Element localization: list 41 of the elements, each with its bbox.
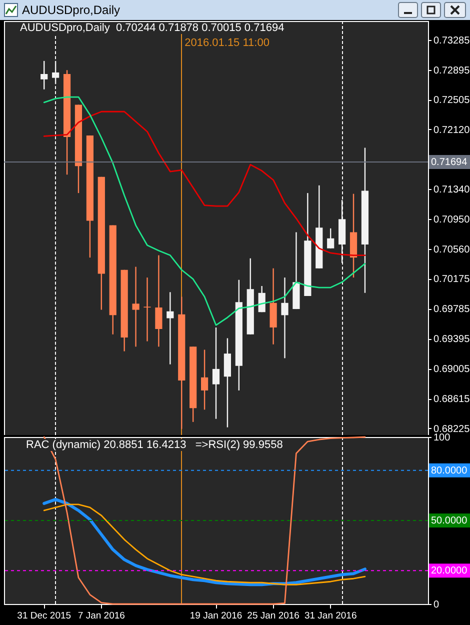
candlestick	[132, 266, 140, 348]
y-tick-label: 0.68615	[434, 394, 470, 406]
y-tick-label: 0.69395	[434, 334, 470, 346]
annotation: 2016.01.15 11:00	[184, 37, 270, 49]
x-tick-label: 31 Dec 2015	[17, 610, 72, 622]
line-series	[43, 96, 366, 326]
chart-title: RAC (dynamic) 20.8851 16.4213 =>RSI(2) 99.9558	[24, 439, 285, 451]
y-tick-label: 0.70175	[434, 274, 470, 286]
ref-line-label: 50.0000	[431, 516, 468, 526]
y-tick-label: 0.72120	[434, 124, 470, 136]
y-tick-label: 0.68225	[434, 424, 470, 435]
x-tick-label: 31 Jan 2016	[304, 610, 357, 622]
x-tick-label: 25 Jan 2016	[247, 610, 300, 622]
x-tick-label: 7 Jan 2016	[78, 610, 125, 622]
x-tick-label: 19 Jan 2016	[190, 610, 242, 622]
candlestick	[200, 349, 208, 410]
candlestick	[40, 60, 48, 90]
ref-line-label: 20.0000	[431, 566, 468, 577]
y-tick-label: 0.70560	[434, 244, 470, 256]
ref-line-label: 0.71694	[431, 157, 468, 168]
candlestick	[155, 254, 162, 348]
candlestick	[327, 228, 334, 249]
y-tick-label: 0.69785	[434, 304, 470, 316]
candlestick	[166, 292, 174, 365]
y-tick-label: 0.69005	[434, 364, 470, 376]
candlestick	[224, 338, 232, 428]
candlestick	[281, 276, 288, 359]
y-tick-label: 0.71340	[434, 184, 470, 196]
ref-line-label: 80.0000	[431, 465, 468, 476]
y-tick-label: 0.70950	[434, 214, 470, 226]
y-tick-label: 100	[434, 432, 451, 444]
y-tick-label: 0.73285	[434, 35, 470, 46]
candlestick	[144, 276, 151, 342]
chart-subtitle: AUDUSDpro,Daily 0.70244 0.71878 0.70015 0.71694	[18, 22, 286, 34]
y-tick-label: 0.72505	[434, 95, 470, 106]
candlestick	[212, 326, 220, 420]
y-tick-label: 0	[434, 600, 440, 610]
y-tick-label: 0.72895	[434, 65, 470, 76]
chart-title: AUDUSDpro,Daily	[22, 3, 120, 17]
line-series	[43, 110, 366, 256]
candlestick	[52, 60, 60, 85]
